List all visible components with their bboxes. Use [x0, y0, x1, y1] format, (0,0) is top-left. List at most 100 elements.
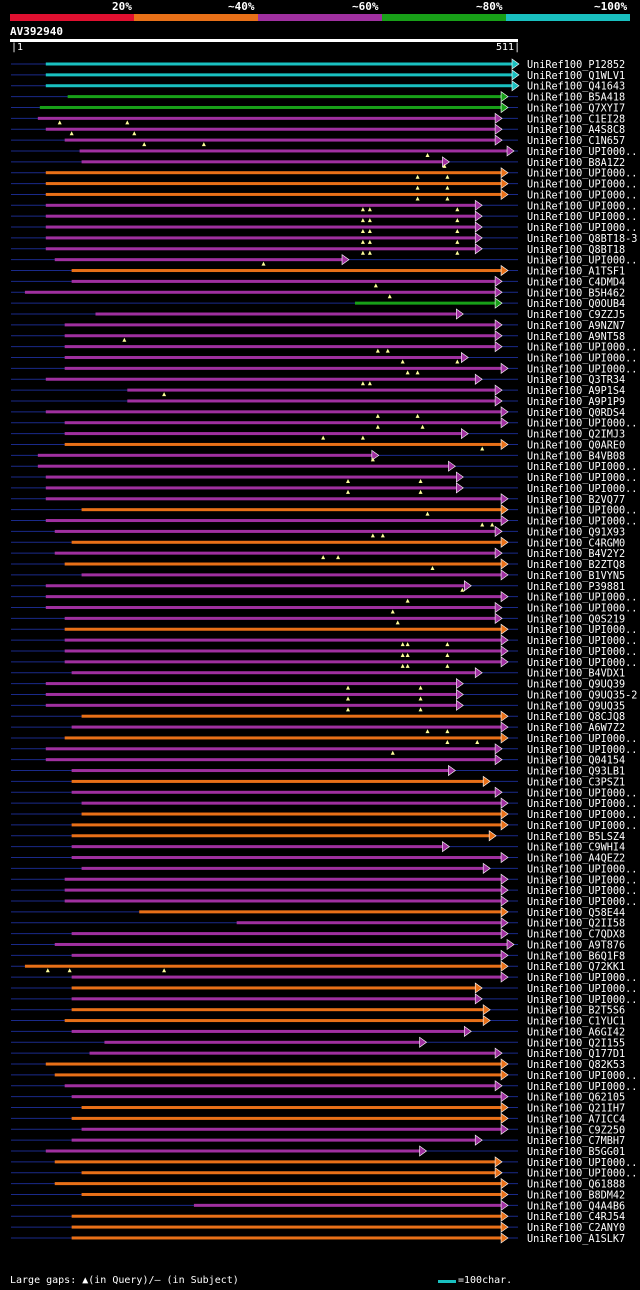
hit-arrow	[500, 819, 509, 831]
hit-arrow	[474, 243, 483, 255]
hit-label: UniRef100_C3PSZ1	[527, 777, 625, 788]
query-gap-marker	[490, 522, 495, 527]
hit-label: UniRef100_A4S8C8	[527, 125, 625, 136]
hit-label: UniRef100_A9T876	[527, 940, 625, 951]
hit-label: UniRef100_B5GG01	[527, 1147, 625, 1158]
hit-bar	[45, 519, 504, 523]
query-gap-marker	[346, 685, 351, 690]
hit-bar	[37, 116, 498, 120]
hit-label: UniRef100_UPI000..	[527, 745, 637, 756]
hit-label: UniRef100_UPI000..	[527, 647, 637, 658]
hit-label: UniRef100_UPI000..	[527, 169, 637, 180]
hit-bar	[54, 529, 498, 533]
query-gap-marker	[57, 120, 62, 125]
hit-bar	[54, 1182, 504, 1186]
hit-label: UniRef100_UPI000..	[527, 190, 637, 201]
legend-swatch-40	[134, 14, 258, 21]
hit-arrow	[474, 1134, 483, 1146]
query-gap-marker	[400, 359, 405, 364]
hit-bar	[39, 105, 504, 109]
hit-label: UniRef100_C7MBH7	[527, 1136, 625, 1147]
hit-label: UniRef100_C2ANY0	[527, 1223, 625, 1234]
hit-label: UniRef100_A9NZN7	[527, 321, 625, 332]
hit-label: UniRef100_Q0RDS4	[527, 408, 625, 419]
query-gap-marker	[480, 446, 485, 451]
hit-label: UniRef100_UPI000..	[527, 473, 637, 484]
query-gap-marker	[460, 587, 465, 592]
hit-arrow	[500, 732, 509, 744]
legend-label-40: ~40%	[228, 0, 255, 13]
query-gap-marker	[336, 555, 341, 560]
hit-bar	[24, 964, 504, 968]
hit-arrow	[500, 928, 509, 940]
hit-label: UniRef100_UPI000..	[527, 201, 637, 212]
hit-bar	[45, 682, 459, 686]
hit-bar	[139, 910, 504, 914]
hit-label: UniRef100_Q82K53	[527, 1060, 625, 1071]
query-gap-marker	[405, 652, 410, 657]
hit-bar	[127, 399, 498, 403]
hit-bar	[45, 1062, 504, 1066]
hit-arrow	[494, 297, 503, 309]
hit-bar	[64, 345, 498, 349]
hit-arrow	[500, 188, 509, 201]
query-gap-marker	[370, 533, 375, 538]
scale-swatch	[438, 1280, 456, 1283]
hit-arrow	[442, 156, 450, 168]
hit-label: UniRef100_B8DM42	[527, 1190, 625, 1201]
hit-bar	[64, 355, 464, 359]
hit-bar	[81, 714, 504, 718]
hit-label: UniRef100_UPI000..	[527, 256, 637, 267]
query-gap-marker	[405, 598, 410, 603]
hit-bar	[64, 138, 498, 142]
hit-label: UniRef100_P12852	[527, 60, 625, 71]
hit-arrow	[500, 264, 509, 277]
hit-label: UniRef100_B2ZTQ8	[527, 560, 625, 571]
query-gap-marker	[400, 663, 405, 668]
hit-arrow	[463, 580, 472, 592]
query-gap-marker	[387, 294, 392, 299]
hit-bar	[45, 703, 459, 707]
hit-arrow	[474, 232, 483, 244]
hit-arrow	[463, 1025, 472, 1038]
hit-label: UniRef100_Q177D1	[527, 1049, 625, 1060]
hit-bar	[89, 1051, 498, 1055]
query-bar	[10, 39, 518, 42]
hit-label: UniRef100_B6Q1F8	[527, 951, 625, 962]
hit-bar	[45, 377, 478, 381]
hit-arrow	[442, 841, 450, 853]
hit-arrow	[500, 177, 509, 190]
hit-arrow	[500, 504, 509, 516]
hit-arrow	[456, 678, 464, 690]
query-gap-marker	[445, 642, 450, 647]
legend-label-20: 20%	[112, 0, 132, 13]
hit-arrow	[456, 308, 464, 320]
hit-arrow	[341, 254, 350, 266]
hit-bar	[64, 432, 464, 436]
hit-bar	[45, 747, 498, 751]
hit-arrow	[419, 1036, 428, 1048]
hit-arrow	[500, 895, 509, 907]
hit-label: UniRef100_UPI000..	[527, 343, 637, 354]
query-gap-marker	[455, 207, 460, 212]
hit-arrow	[494, 134, 503, 146]
hit-label: UniRef100_A4QEZ2	[527, 854, 625, 865]
hit-arrow	[500, 797, 509, 809]
hit-label: UniRef100_UPI000..	[527, 212, 637, 223]
hit-arrow	[500, 362, 509, 374]
hit-bar	[45, 606, 498, 609]
hit-label: UniRef100_UPI000..	[527, 658, 637, 669]
hit-bar	[45, 192, 504, 196]
hit-bar	[354, 301, 498, 305]
hit-bar	[45, 225, 478, 229]
hit-bar	[71, 953, 504, 957]
query-name: AV392940	[10, 25, 63, 38]
query-gap-marker	[367, 207, 372, 212]
query-gap-marker	[360, 229, 365, 234]
hit-arrow	[500, 438, 509, 451]
hit-arrow	[500, 1232, 509, 1244]
legend-swatch-20	[10, 14, 134, 21]
query-gap-marker	[418, 696, 423, 701]
hit-bar	[81, 812, 504, 816]
